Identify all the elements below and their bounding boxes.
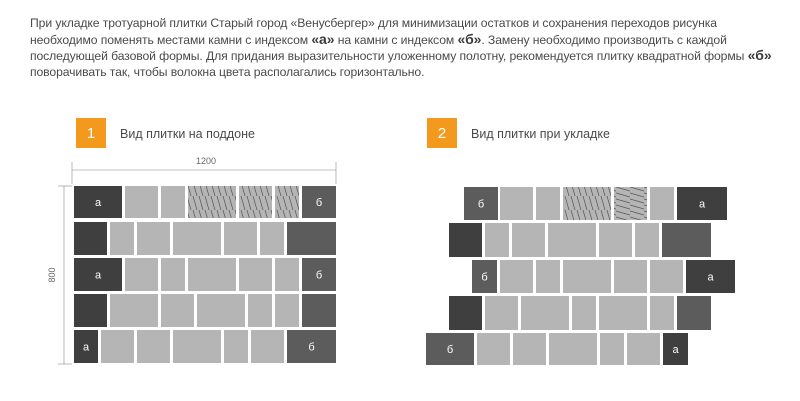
tile-label-a: а bbox=[699, 199, 706, 211]
tile-3-6 bbox=[677, 296, 711, 330]
section-1-badge: 1 bbox=[76, 118, 106, 148]
tile-1-6 bbox=[662, 223, 711, 257]
tile-2-3 bbox=[188, 258, 236, 291]
tile-label-b: б bbox=[316, 197, 322, 209]
tile-4-1 bbox=[477, 333, 510, 365]
tile-label-a: а bbox=[672, 344, 679, 356]
tile-4-0 bbox=[426, 333, 474, 365]
tile-0-0 bbox=[74, 186, 122, 218]
tile-2-2 bbox=[161, 258, 185, 291]
dimension-lines: 1200 800 bbox=[47, 156, 337, 365]
tile-label-b: б bbox=[481, 272, 487, 284]
pallet-layout: а б а б а б bbox=[74, 186, 336, 363]
tile-2-4 bbox=[614, 260, 647, 293]
tile-2-2 bbox=[536, 260, 560, 293]
height-dimension: 800 bbox=[47, 267, 57, 282]
tile-4-5 bbox=[627, 333, 660, 365]
tile-0-3 bbox=[563, 187, 611, 220]
tile-3-5 bbox=[650, 296, 674, 330]
tile-3-3 bbox=[197, 294, 245, 327]
tile-3-1 bbox=[110, 294, 158, 327]
tile-1-4 bbox=[599, 223, 632, 257]
tile-1-3 bbox=[548, 223, 596, 257]
tile-label-a: а bbox=[95, 197, 102, 209]
tile-3-3 bbox=[572, 296, 596, 330]
tile-4-0 bbox=[74, 330, 98, 363]
tile-0-4 bbox=[239, 186, 272, 218]
tile-2-4 bbox=[239, 258, 272, 291]
tile-2-6 bbox=[686, 260, 735, 293]
tile-2-3 bbox=[563, 260, 611, 293]
tile-2-0 bbox=[74, 258, 122, 291]
tile-3-4 bbox=[599, 296, 647, 330]
laying-layout: б а б а б а bbox=[426, 187, 735, 365]
section-1-label: Вид плитки на поддоне bbox=[120, 127, 255, 141]
tile-3-0 bbox=[74, 294, 107, 327]
tile-4-6 bbox=[287, 330, 336, 363]
tile-0-0 bbox=[464, 187, 498, 220]
tile-4-2 bbox=[513, 333, 546, 365]
tile-4-4 bbox=[600, 333, 624, 365]
tile-0-5 bbox=[650, 187, 674, 220]
tile-label-a: а bbox=[707, 272, 714, 284]
tile-1-1 bbox=[110, 222, 134, 255]
tile-0-2 bbox=[161, 186, 185, 218]
tile-1-2 bbox=[512, 223, 545, 257]
tile-0-2 bbox=[536, 187, 560, 220]
tile-1-5 bbox=[635, 223, 659, 257]
tile-label-b: б bbox=[478, 199, 484, 211]
tile-4-3 bbox=[549, 333, 597, 365]
tile-0-4 bbox=[614, 187, 647, 220]
section-2-badge: 2 bbox=[427, 118, 457, 148]
tile-0-6 bbox=[302, 186, 336, 218]
tile-2-0 bbox=[472, 260, 497, 293]
tile-2-5 bbox=[275, 258, 299, 291]
tile-0-3 bbox=[188, 186, 236, 218]
tile-4-6 bbox=[663, 333, 688, 365]
section-2-label: Вид плитки при укладке bbox=[471, 127, 610, 141]
tile-3-2 bbox=[161, 294, 194, 327]
tile-label-b: б bbox=[447, 344, 453, 356]
tile-3-6 bbox=[302, 294, 336, 327]
tile-0-5 bbox=[275, 186, 299, 218]
tile-1-6 bbox=[287, 222, 336, 255]
index-b-mark: «б» bbox=[457, 30, 482, 47]
tile-0-1 bbox=[125, 186, 158, 218]
tile-1-5 bbox=[260, 222, 284, 255]
tile-2-5 bbox=[650, 260, 683, 293]
tile-2-1 bbox=[500, 260, 533, 293]
tile-2-1 bbox=[125, 258, 158, 291]
tile-4-3 bbox=[173, 330, 221, 363]
tile-3-4 bbox=[248, 294, 272, 327]
tile-1-0 bbox=[449, 223, 482, 257]
tile-label-a: а bbox=[95, 270, 102, 282]
tile-3-0 bbox=[449, 296, 482, 330]
tile-4-5 bbox=[251, 330, 284, 363]
tile-0-1 bbox=[500, 187, 533, 220]
tile-4-2 bbox=[137, 330, 170, 363]
width-dimension: 1200 bbox=[196, 156, 216, 166]
tile-label-a: а bbox=[83, 342, 90, 354]
tile-3-5 bbox=[275, 294, 299, 327]
tile-3-2 bbox=[521, 296, 569, 330]
tile-4-1 bbox=[101, 330, 134, 363]
tile-1-1 bbox=[485, 223, 509, 257]
tile-3-1 bbox=[485, 296, 518, 330]
tile-label-b: б bbox=[316, 270, 322, 282]
tile-0-6 bbox=[677, 187, 727, 220]
tile-1-3 bbox=[173, 222, 221, 255]
tile-1-2 bbox=[137, 222, 170, 255]
tile-1-4 bbox=[224, 222, 257, 255]
tile-1-0 bbox=[74, 222, 107, 255]
tile-2-6 bbox=[302, 258, 336, 291]
intro-text: При укладке тротуарной плитки Старый гор… bbox=[30, 16, 772, 79]
index-a-mark: «а» bbox=[311, 30, 335, 47]
tile-label-b: б bbox=[308, 342, 314, 354]
index-b-mark-2: «б» bbox=[747, 47, 772, 63]
tile-4-4 bbox=[224, 330, 248, 363]
